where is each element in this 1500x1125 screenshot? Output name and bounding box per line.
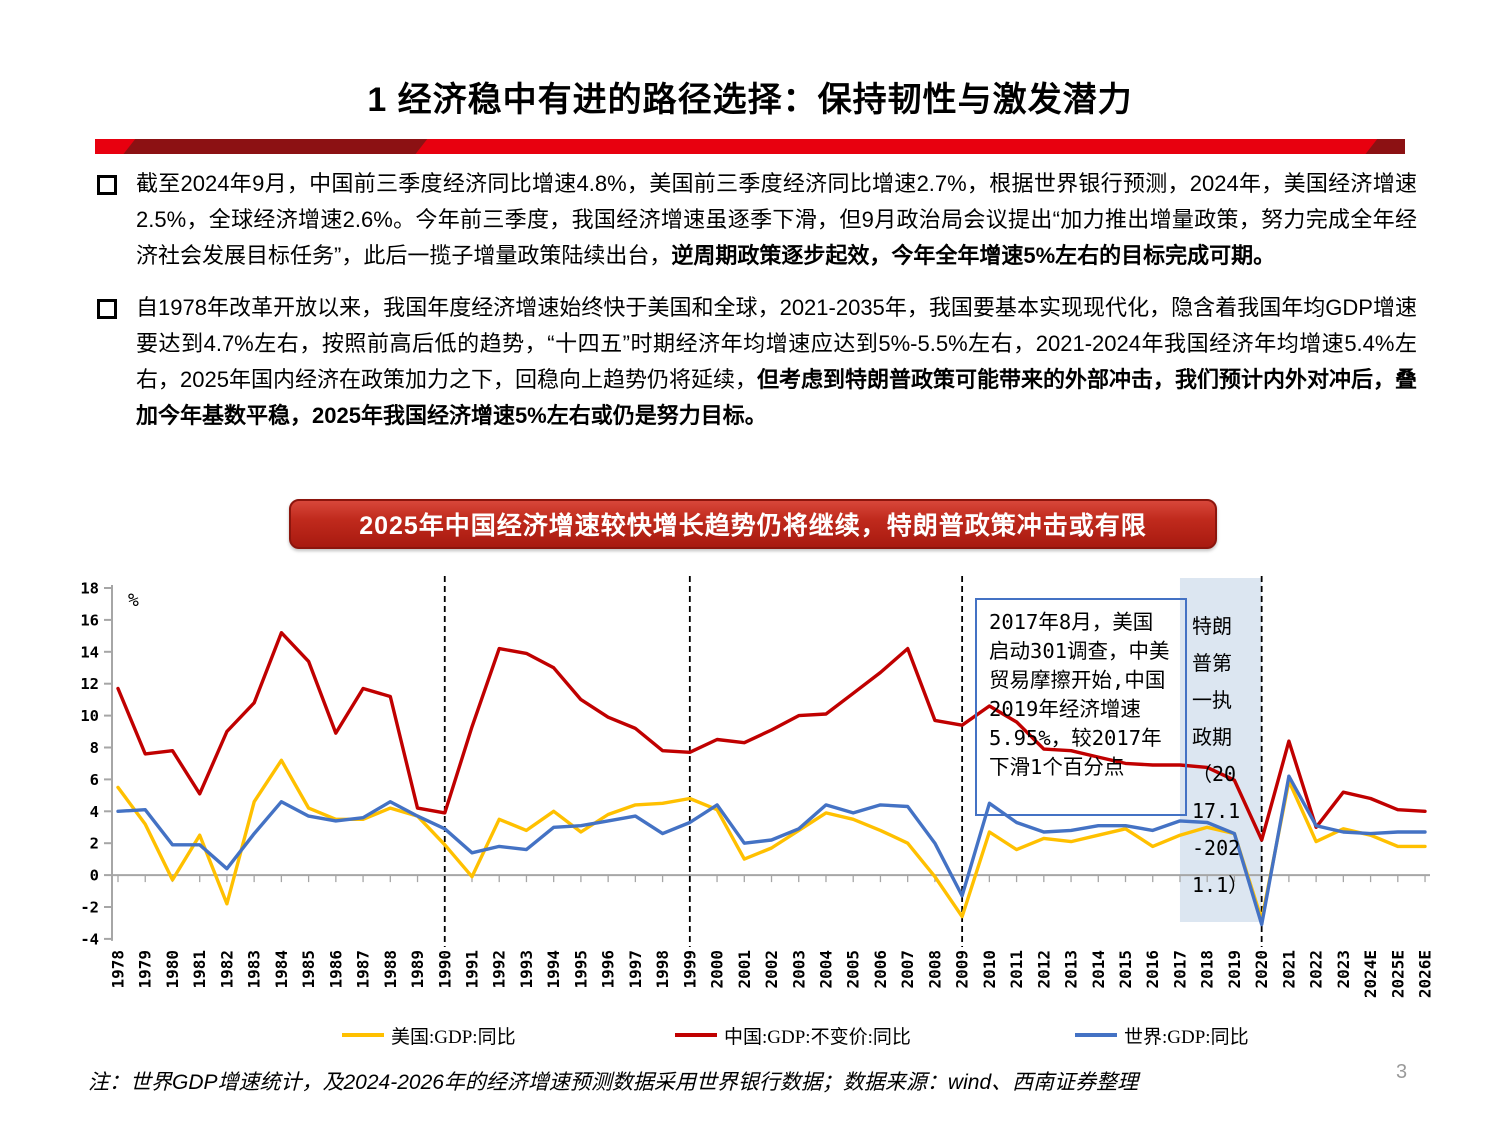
footnote: 注：世界GDP增速统计，及2024-2026年的经济增速预测数据采用世界银行数据… (88, 1071, 1139, 1094)
svg-text:2018: 2018 (1198, 950, 1217, 989)
legend-line-china-icon (675, 1033, 717, 1037)
svg-text:1995: 1995 (571, 950, 590, 989)
svg-text:2017: 2017 (1170, 950, 1189, 989)
svg-text:12: 12 (80, 675, 99, 693)
svg-text:2026E: 2026E (1416, 950, 1435, 998)
chart-legend: 美国:GDP:同比 中国:GDP:不变价:同比 世界:GDP:同比 (0, 1018, 1500, 1052)
svg-text:2016: 2016 (1143, 950, 1162, 989)
svg-text:1992: 1992 (490, 950, 509, 989)
svg-text:1979: 1979 (136, 950, 155, 989)
svg-text:1982: 1982 (217, 950, 236, 989)
svg-text:1978: 1978 (109, 950, 128, 989)
svg-text:1985: 1985 (299, 950, 318, 989)
svg-text:2: 2 (90, 835, 99, 853)
svg-text:2001: 2001 (735, 950, 754, 989)
title-bar-dark-segment-right (1363, 139, 1405, 154)
svg-text:2024E: 2024E (1361, 950, 1380, 998)
title-bar-dark-segment-left (121, 139, 429, 154)
highlight-banner: 2025年中国经济增速较快增长趋势仍将继续，特朗普政策冲击或有限 (289, 499, 1217, 549)
svg-text:2011: 2011 (1007, 950, 1026, 989)
svg-text:2013: 2013 (1062, 950, 1081, 989)
svg-text:4: 4 (90, 803, 99, 821)
page-number: 3 (1396, 1061, 1408, 1083)
svg-text:1991: 1991 (462, 950, 481, 989)
svg-text:0: 0 (90, 867, 99, 885)
svg-text:1981: 1981 (190, 950, 209, 989)
svg-text:2000: 2000 (708, 950, 727, 989)
svg-text:2006: 2006 (871, 950, 890, 989)
svg-text:2015: 2015 (1116, 950, 1135, 989)
svg-text:2025E: 2025E (1388, 950, 1407, 998)
svg-text:2007: 2007 (898, 950, 917, 989)
svg-text:1984: 1984 (272, 950, 291, 989)
svg-text:2010: 2010 (980, 950, 999, 989)
svg-text:8: 8 (90, 739, 99, 757)
svg-text:2004: 2004 (816, 950, 835, 989)
svg-text:2020: 2020 (1252, 950, 1271, 989)
gdp-growth-chart: -4 -2 0 2 4 6 8 10 12 14 16 18 1978 1979 1980 1981 1982 1… (0, 572, 1500, 1072)
svg-text:1999: 1999 (680, 950, 699, 989)
trump-term-band-label: 特朗普第一执政期（2017.1-2021.1） (1192, 614, 1249, 897)
svg-text:2008: 2008 (925, 950, 944, 989)
svg-text:2021: 2021 (1279, 950, 1298, 989)
svg-text:18: 18 (80, 580, 99, 598)
gdp-growth-chart-canvas: -4 -2 0 2 4 6 8 10 12 14 16 18 1978 1979 1980 1981 1982 1… (80, 576, 1435, 998)
legend-item-china: 中国:GDP:不变价:同比 (675, 1018, 911, 1052)
legend-line-us-icon (342, 1033, 384, 1037)
svg-text:10: 10 (80, 707, 99, 725)
svg-text:1989: 1989 (408, 950, 427, 989)
y-axis-unit-label: % (128, 590, 139, 611)
title-divider-bar (95, 139, 1405, 154)
svg-text:1986: 1986 (326, 950, 345, 989)
svg-text:-2: -2 (80, 899, 99, 917)
svg-text:1997: 1997 (626, 950, 645, 989)
svg-text:1993: 1993 (517, 950, 536, 989)
legend-label-china: 中国:GDP:不变价:同比 (724, 1026, 911, 1048)
highlight-banner-text: 2025年中国经济增速较快增长趋势仍将继续，特朗普政策冲击或有限 (359, 512, 1147, 540)
bullet-text: 自1978年改革开放以来，我国年度经济增速始终快于美国和全球，2021-2035… (136, 295, 1417, 428)
svg-text:-4: -4 (80, 930, 99, 948)
legend-item-us: 美国:GDP:同比 (342, 1018, 516, 1052)
svg-text:1998: 1998 (653, 950, 672, 989)
svg-text:16: 16 (80, 611, 99, 629)
bullet-list: 截至2024年9月，中国前三季度经济同比增速4.8%，美国前三季度经济同比增速2… (95, 166, 1417, 450)
legend-item-world: 世界:GDP:同比 (1075, 1018, 1249, 1052)
page-title: 1 经济稳中有进的路径选择：保持韧性与激发潜力 (367, 81, 1133, 119)
svg-text:2005: 2005 (844, 950, 863, 989)
legend-line-world-icon (1075, 1033, 1117, 1037)
svg-text:2019: 2019 (1225, 950, 1244, 989)
bullet-square-icon (97, 175, 117, 195)
svg-text:2003: 2003 (789, 950, 808, 989)
svg-text:2009: 2009 (953, 950, 972, 989)
bullet-item: 自1978年改革开放以来，我国年度经济增速始终快于美国和全球，2021-2035… (95, 290, 1417, 434)
svg-text:6: 6 (90, 771, 99, 789)
svg-text:1994: 1994 (544, 950, 563, 989)
svg-text:2022: 2022 (1307, 950, 1326, 989)
svg-text:1983: 1983 (245, 950, 264, 989)
svg-text:1980: 1980 (163, 950, 182, 989)
svg-text:2002: 2002 (762, 950, 781, 989)
svg-text:2012: 2012 (1034, 950, 1053, 989)
svg-text:14: 14 (80, 643, 99, 661)
legend-label-us: 美国:GDP:同比 (391, 1026, 516, 1048)
svg-text:1987: 1987 (354, 950, 373, 989)
svg-text:2014: 2014 (1089, 950, 1108, 989)
bullet-item: 截至2024年9月，中国前三季度经济同比增速4.8%，美国前三季度经济同比增速2… (95, 166, 1417, 274)
svg-text:1988: 1988 (381, 950, 400, 989)
bullet-square-icon (97, 299, 117, 319)
bullet-text: 截至2024年9月，中国前三季度经济同比增速4.8%，美国前三季度经济同比增速2… (136, 171, 1417, 268)
trade-war-annotation-box: 2017年8月，美国启动301调查，中美贸易摩擦开始,中国2019年经济增速5.… (975, 598, 1187, 816)
svg-text:1990: 1990 (435, 950, 454, 989)
svg-text:2023: 2023 (1334, 950, 1353, 989)
legend-label-world: 世界:GDP:同比 (1124, 1026, 1249, 1048)
svg-text:1996: 1996 (599, 950, 618, 989)
